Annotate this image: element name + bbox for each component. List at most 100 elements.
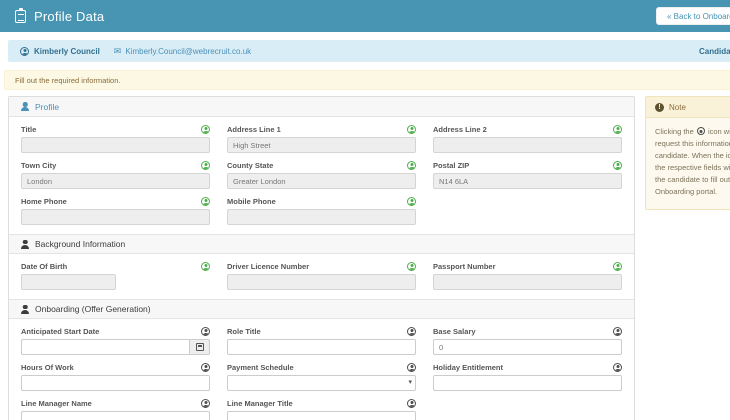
field-home-phone: Home Phone [21, 196, 210, 225]
section-title: Background Information [35, 239, 126, 249]
calendar-addon-button[interactable] [190, 339, 210, 355]
request-toggle-icon[interactable] [407, 398, 416, 408]
note-header: ! Note [646, 97, 730, 118]
field-label: Anticipated Start Date [21, 326, 100, 336]
line-manager-title-input[interactable] [227, 411, 416, 420]
passport-number-input[interactable] [433, 274, 622, 290]
user-icon [21, 305, 29, 314]
home-phone-input[interactable] [21, 209, 210, 225]
field-town-city: Town City [21, 160, 210, 189]
note-body: Clicking the icon will allow you to requ… [646, 118, 730, 209]
field-label: Home Phone [21, 196, 67, 206]
field-address-line-2: Address Line 2 [433, 124, 622, 153]
page-title: Profile Data [34, 8, 105, 24]
profile-form-panel: Profile Title Address Line 1 Address Lin… [8, 96, 635, 420]
note-title: Note [669, 102, 686, 112]
payment-schedule-value [227, 375, 416, 391]
mobile-phone-input[interactable] [227, 209, 416, 225]
request-toggle-icon[interactable] [201, 398, 210, 408]
alert-message: Fill out the required information. [15, 75, 121, 85]
form-row: Anticipated Start Date Role Title Base S… [9, 326, 634, 355]
request-toggle-icon[interactable] [613, 261, 622, 271]
postal-zip-input[interactable] [433, 173, 622, 189]
line-manager-name-input[interactable] [21, 411, 210, 420]
note-text: icon will allow you to request this info… [655, 127, 730, 196]
address-line-2-input[interactable] [433, 137, 622, 153]
field-payment-schedule: Payment Schedule ▾ [227, 362, 416, 391]
request-toggle-icon[interactable] [407, 160, 416, 170]
field-label: Hours Of Work [21, 362, 74, 372]
clipboard-icon [15, 8, 26, 23]
field-label: Payment Schedule [227, 362, 294, 372]
candidate-badge: Candidate [699, 46, 730, 56]
request-toggle-icon[interactable] [407, 362, 416, 372]
field-label: Line Manager Title [227, 398, 293, 408]
field-holiday-entitlement: Holiday Entitlement [433, 362, 622, 391]
anticipated-start-date-input[interactable] [21, 339, 190, 355]
field-label: Passport Number [433, 261, 496, 271]
request-toggle-icon[interactable] [613, 362, 622, 372]
form-row: Date Of Birth Driver Licence Number Pass… [9, 261, 634, 290]
date-of-birth-input[interactable] [21, 274, 116, 290]
request-toggle-icon[interactable] [201, 160, 210, 170]
field-line-manager-title: Line Manager Title [227, 398, 416, 420]
field-postal-zip: Postal ZIP [433, 160, 622, 189]
field-label: County State [227, 160, 274, 170]
request-toggle-icon[interactable] [407, 326, 416, 336]
section-header-profile: Profile [9, 97, 634, 117]
note-text: Clicking the [655, 127, 694, 136]
field-label: Town City [21, 160, 57, 170]
driver-licence-number-input[interactable] [227, 274, 416, 290]
request-toggle-icon[interactable] [201, 196, 210, 206]
section-title: Onboarding (Offer Generation) [35, 304, 151, 314]
request-toggle-icon[interactable] [613, 160, 622, 170]
request-toggle-icon[interactable] [407, 261, 416, 271]
title-input[interactable] [21, 137, 210, 153]
request-toggle-icon[interactable] [201, 326, 210, 336]
field-label: Holiday Entitlement [433, 362, 504, 372]
field-label: Role Title [227, 326, 261, 336]
payment-schedule-select[interactable]: ▾ [227, 375, 416, 391]
request-toggle-icon[interactable] [407, 124, 416, 134]
section-title: Profile [35, 101, 60, 112]
request-toggle-icon[interactable] [407, 196, 416, 206]
field-label: Driver Licence Number [227, 261, 310, 271]
field-label: Postal ZIP [433, 160, 470, 170]
request-toggle-icon[interactable] [613, 124, 622, 134]
request-toggle-icon[interactable] [201, 261, 210, 271]
note-panel: ! Note Clicking the icon will allow you … [645, 96, 730, 210]
section-header-background: Background Information [9, 234, 634, 254]
candidate-email[interactable]: Kimberly.Council@webrecruit.co.uk [125, 46, 252, 56]
person-circle-icon [696, 127, 705, 135]
hours-of-work-input[interactable] [21, 375, 210, 391]
field-role-title: Role Title [227, 326, 416, 355]
request-toggle-icon[interactable] [613, 326, 622, 336]
address-line-1-input[interactable] [227, 137, 416, 153]
request-toggle-icon[interactable] [201, 124, 210, 134]
empty-column [433, 196, 622, 225]
field-hours-of-work: Hours Of Work [21, 362, 210, 391]
field-address-line-1: Address Line 1 [227, 124, 416, 153]
form-row: Town City County State Postal ZIP [9, 160, 634, 189]
candidate-info-bar: Kimberly Council ✉ Kimberly.Council@webr… [8, 40, 730, 62]
town-city-input[interactable] [21, 173, 210, 189]
role-title-input[interactable] [227, 339, 416, 355]
chevron-down-icon: ▾ [408, 379, 412, 386]
calendar-icon [195, 343, 204, 351]
request-toggle-icon[interactable] [201, 362, 210, 372]
section-header-onboarding: Onboarding (Offer Generation) [9, 299, 634, 319]
field-label: Address Line 1 [227, 124, 281, 134]
field-label: Mobile Phone [227, 196, 276, 206]
required-info-alert: Fill out the required information. [4, 70, 730, 90]
base-salary-input[interactable] [433, 339, 622, 355]
back-to-onboarding-button[interactable]: « Back to Onboarding Profile [656, 7, 730, 25]
field-title: Title [21, 124, 210, 153]
holiday-entitlement-input[interactable] [433, 375, 622, 391]
field-label: Base Salary [433, 326, 476, 336]
county-state-input[interactable] [227, 173, 416, 189]
envelope-icon: ✉ [113, 45, 122, 56]
field-label: Address Line 2 [433, 124, 487, 134]
form-row: Hours Of Work Payment Schedule ▾ Holiday… [9, 362, 634, 391]
form-row: Home Phone Mobile Phone [9, 196, 634, 225]
